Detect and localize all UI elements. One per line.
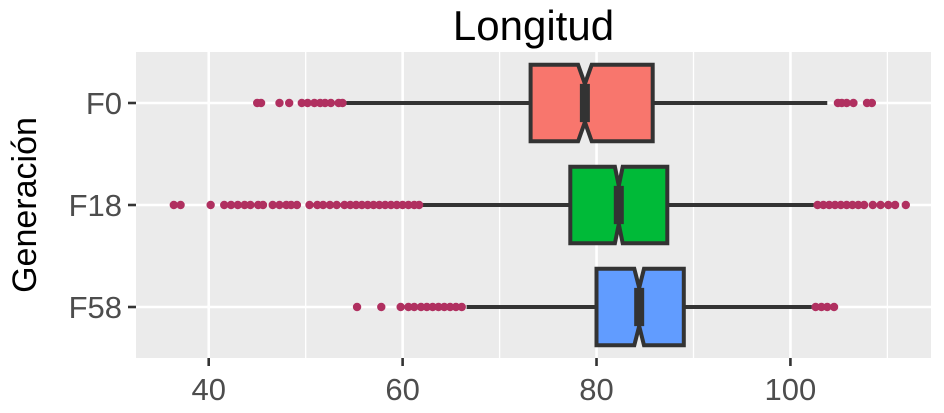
outlier-point — [313, 200, 322, 210]
outlier-point — [392, 200, 401, 210]
outlier-point — [325, 200, 335, 210]
x-tick-label: 100 — [765, 372, 817, 407]
outlier-point — [819, 200, 828, 210]
outlier-point — [416, 302, 426, 312]
outlier-point — [830, 200, 840, 210]
outlier-point — [817, 302, 826, 312]
outlier-point — [396, 302, 405, 312]
outlier-point — [375, 200, 384, 210]
outlier-point — [233, 200, 242, 210]
outlier-point — [292, 200, 302, 210]
outlier-point — [369, 200, 378, 210]
outlier-point — [297, 98, 306, 108]
outlier-point — [434, 302, 443, 312]
box-f58 — [352, 266, 839, 348]
y-tick-label: F58 — [69, 290, 122, 325]
outlier-point — [346, 200, 355, 210]
box-f18 — [169, 164, 910, 246]
outlier-point — [176, 200, 185, 210]
outlier-point — [338, 98, 347, 108]
outlier-point — [848, 200, 857, 210]
outlier-point — [303, 98, 312, 108]
outlier-point — [849, 98, 858, 108]
outlier-point — [823, 302, 832, 312]
outlier-point — [440, 302, 449, 312]
outlier-point — [275, 98, 284, 108]
outlier-point — [332, 200, 341, 210]
outlier-point — [854, 200, 863, 210]
outlier-point — [256, 98, 266, 108]
outlier-point — [169, 200, 179, 210]
outlier-point — [240, 200, 249, 210]
outlier-point — [868, 200, 878, 210]
outlier-point — [284, 98, 294, 108]
x-axis-ticks: 40 60 80 100 — [191, 358, 816, 407]
outlier-point — [352, 302, 362, 312]
outlier-point — [451, 302, 461, 312]
x-tick-label: 60 — [385, 372, 419, 407]
outlier-point — [320, 98, 330, 108]
x-tick-label: 80 — [579, 372, 613, 407]
outlier-point — [386, 200, 396, 210]
outlier-point — [318, 200, 328, 210]
outlier-point — [258, 200, 268, 210]
outlier-point — [286, 200, 296, 210]
outlier-point — [414, 200, 424, 210]
outlier-point — [876, 200, 885, 210]
outlier-point — [268, 200, 277, 210]
boxplot-series — [169, 62, 910, 348]
outlier-point — [377, 302, 386, 312]
outlier-point — [445, 302, 455, 312]
outlier-point — [404, 200, 413, 210]
y-tick-label: F18 — [69, 188, 122, 223]
outlier-point — [890, 200, 900, 210]
outlier-point — [305, 200, 314, 210]
outlier-point — [811, 302, 820, 312]
outlier-point — [310, 98, 319, 108]
outlier-point — [457, 302, 466, 312]
y-tick-label: F0 — [86, 86, 122, 121]
outlier-point — [813, 200, 822, 210]
outlier-point — [836, 200, 846, 210]
outlier-point — [867, 98, 877, 108]
outlier-point — [220, 200, 229, 210]
box-f0 — [252, 62, 877, 144]
outlier-point — [206, 200, 215, 210]
outlier-point — [428, 302, 437, 312]
outlier-point — [825, 200, 834, 210]
outlier-point — [422, 302, 432, 312]
outlier-point — [351, 200, 361, 210]
outlier-point — [340, 200, 349, 210]
outlier-point — [357, 200, 367, 210]
outlier-point — [884, 200, 893, 210]
chart-title: Longitud — [453, 2, 614, 49]
y-axis-title: Generación — [6, 117, 44, 293]
outlier-point — [410, 302, 419, 312]
outlier-point — [829, 302, 839, 312]
outlier-point — [275, 200, 284, 210]
outlier-point — [380, 200, 390, 210]
outlier-point — [842, 98, 851, 108]
outlier-point — [363, 200, 372, 210]
x-tick-label: 40 — [191, 372, 225, 407]
outlier-point — [326, 98, 336, 108]
outlier-point — [901, 200, 910, 210]
outlier-point — [842, 200, 851, 210]
outlier-point — [859, 200, 869, 210]
outlier-point — [246, 200, 255, 210]
y-axis-ticks: F0 F18 F58 — [69, 86, 136, 325]
outlier-point — [404, 302, 413, 312]
interquartile-box — [528, 62, 655, 144]
outlier-point — [398, 200, 407, 210]
outlier-point — [226, 200, 236, 210]
